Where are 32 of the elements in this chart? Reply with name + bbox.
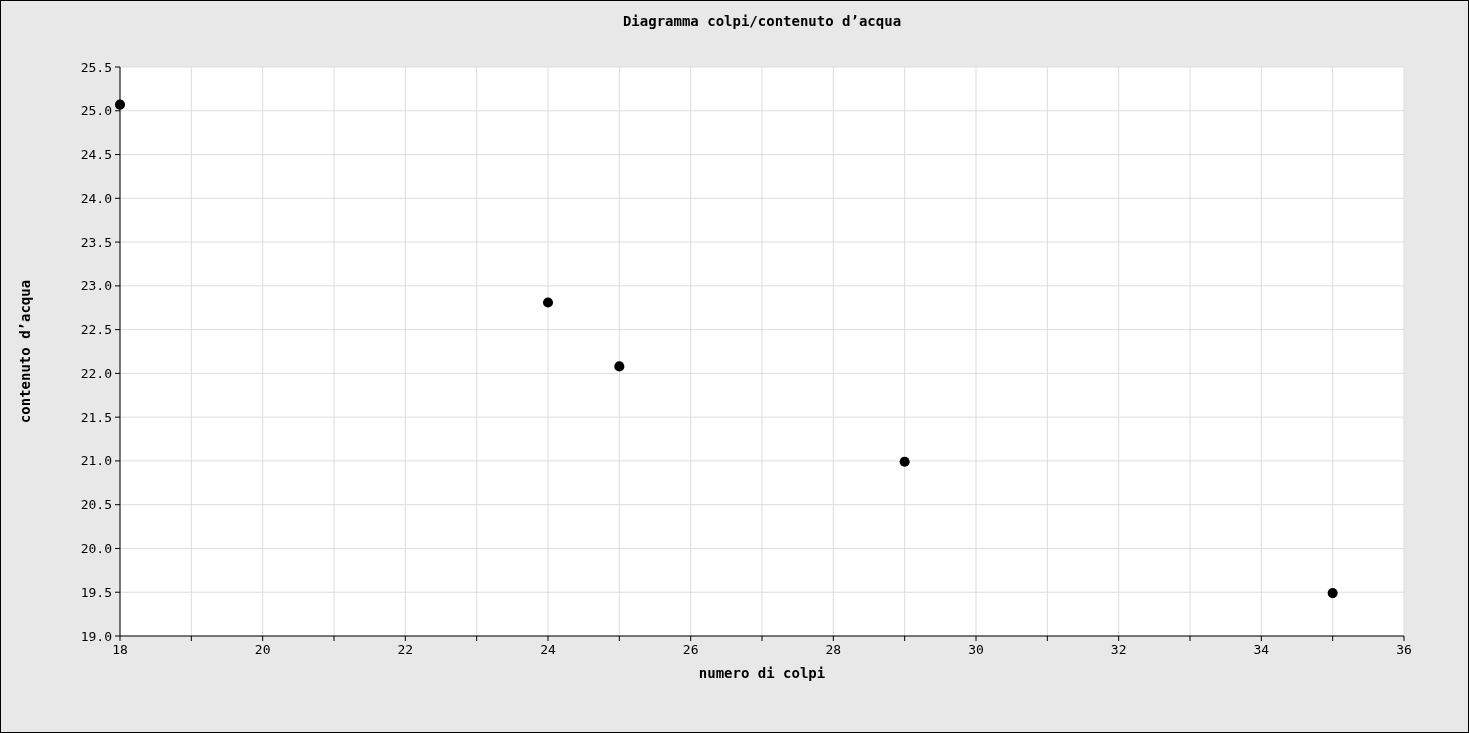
x-tick-label: 22 — [397, 642, 414, 657]
y-tick-label: 19.0 — [80, 628, 112, 644]
y-tick-label: 25.0 — [80, 103, 112, 119]
point — [1327, 588, 1338, 599]
x-tick-label: 24 — [540, 642, 556, 657]
y-tick-label: 21.5 — [80, 409, 112, 425]
y-tick-label: 23.0 — [80, 278, 112, 294]
y-tick-label: 19.5 — [80, 584, 112, 600]
y-tick-label: 24.0 — [80, 190, 112, 206]
x-tick-label: 36 — [1396, 642, 1412, 657]
y-axis-title: contenuto d’acqua — [17, 279, 33, 424]
y-tick-label: 22.0 — [80, 365, 112, 381]
x-axis-title: numero di colpi — [698, 665, 826, 681]
x-tick-label: 28 — [825, 642, 842, 657]
y-tick-label: 21.0 — [80, 453, 112, 469]
y-tick-label: 25.5 — [80, 59, 112, 75]
x-tick-label: 26 — [682, 642, 699, 657]
y-tick-label: 20.0 — [80, 541, 112, 557]
point — [542, 297, 554, 308]
y-tick-label: 23.5 — [80, 234, 112, 250]
x-tick-label: 32 — [1110, 642, 1127, 657]
y-tick-label: 22.5 — [80, 322, 112, 338]
point — [614, 361, 625, 372]
point — [114, 99, 126, 110]
x-tick-label: 30 — [968, 642, 984, 657]
x-tick-label: 20 — [254, 642, 271, 657]
x-tick-label: 34 — [1253, 642, 1270, 657]
point — [899, 456, 910, 467]
chart-title: Diagramma colpi/contenuto d’acqua — [622, 13, 902, 29]
x-tick-label: 18 — [112, 642, 128, 657]
y-tick-label: 20.5 — [80, 497, 112, 513]
y-tick-label: 24.5 — [80, 147, 112, 163]
